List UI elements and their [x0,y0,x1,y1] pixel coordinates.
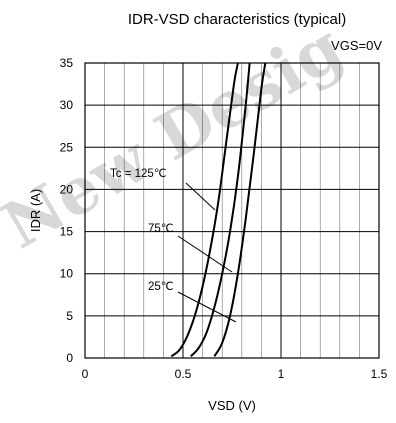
curve-label: 75℃ [148,223,174,235]
x-tick-label: 0 [82,367,89,381]
series-line [170,62,239,358]
series-line [190,62,251,358]
callout-leader-line [177,291,237,323]
condition-note: VGS=0V [331,38,382,53]
x-axis-ticks: 0 0.5 1 1.5 [82,367,388,381]
y-tick-label: 20 [60,182,74,196]
y-tick-label: 10 [60,267,74,281]
callout-leader-line [185,182,216,211]
callout-leader-line [177,235,233,273]
y-axis-ticks: 0 5 10 15 20 25 30 35 [60,56,74,365]
callouts: Tc = 125℃ 75℃ 25℃ [110,168,237,323]
y-tick-label: 5 [66,309,73,323]
plot-frame [84,62,380,359]
x-axis-label: VSD (V) [208,398,256,413]
grid [85,63,379,358]
curves [170,62,267,358]
series-line [213,62,267,357]
y-tick-label: 15 [60,225,74,239]
y-axis-label: IDR (A) [28,189,43,232]
x-tick-label: 1 [278,367,285,381]
y-tick-label: 35 [60,56,74,70]
x-tick-label: 0.5 [175,367,192,381]
y-tick-label: 30 [60,98,74,112]
y-tick-label: 25 [60,140,74,154]
watermark-text: New Desig [0,10,355,264]
curve-label: Tc = 125℃ [110,168,167,180]
y-tick-label: 0 [66,351,73,365]
curve-label: 25℃ [148,281,174,293]
x-tick-label: 1.5 [371,367,388,381]
chart-title: IDR-VSD characteristics (typical) [128,11,346,28]
